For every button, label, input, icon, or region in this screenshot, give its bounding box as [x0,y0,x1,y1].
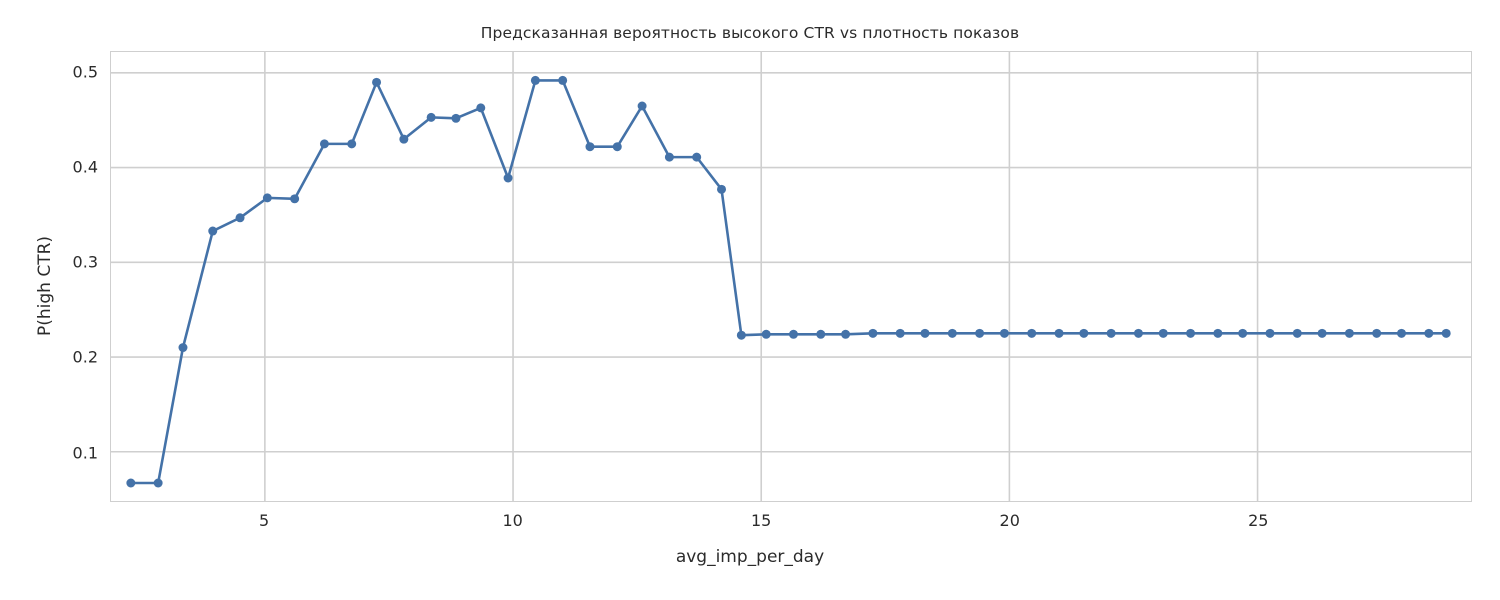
x-tick-label-3: 20 [999,511,1020,530]
data-point-marker [1397,328,1407,338]
data-point-marker [347,139,357,149]
x-tick-label-1: 10 [502,511,523,530]
data-point-marker [1158,328,1168,338]
data-point-marker [1106,328,1116,338]
data-point-marker [208,226,218,236]
data-point-marker [947,328,957,338]
data-point-marker [153,478,163,488]
data-point-marker [290,194,300,204]
plot-area [110,51,1472,502]
data-point-marker [1317,328,1327,338]
x-tick-label-0: 5 [259,511,270,530]
data-point-marker [451,113,461,123]
y-tick-label-1: 0.2 [72,347,98,367]
data-point-marker [736,330,746,340]
data-point-marker [788,329,798,339]
data-point-marker [717,184,727,194]
data-point-marker [1186,328,1196,338]
data-point-marker [399,134,409,144]
data-point-marker [1213,328,1223,338]
x-tick-label-4: 25 [1248,511,1269,530]
data-point-marker [1027,328,1037,338]
data-point-marker [612,142,622,152]
data-point-marker [1265,328,1275,338]
data-point-marker [1238,328,1248,338]
data-point-marker [126,478,136,488]
y-tick-label-4: 0.5 [72,62,98,82]
y-tick-label-2: 0.3 [72,252,98,272]
data-point-marker [868,328,878,338]
x-axis-label: avg_imp_per_day [675,547,825,567]
data-point-marker [476,103,486,113]
data-point-marker [503,173,513,183]
data-point-marker [319,139,329,149]
data-point-marker [1441,328,1451,338]
gridlines [111,52,1471,501]
data-point-marker [1344,328,1354,338]
data-point-marker [585,142,595,152]
data-point-marker [975,328,985,338]
data-point-marker [841,329,851,339]
y-tick-label-0: 0.1 [72,443,98,463]
data-point-marker [816,329,826,339]
data-point-marker [372,77,382,87]
data-point-marker [664,152,674,162]
data-point-marker [178,343,188,353]
data-point-marker [235,213,245,223]
data-point-marker [262,193,272,203]
data-point-marker [1054,328,1064,338]
chart-title: Предсказанная вероятность высокого CTR v… [480,24,1020,42]
data-point-marker [558,75,568,85]
data-point-marker [895,328,905,338]
series-line-0 [129,79,1448,485]
y-tick-label-3: 0.4 [72,157,98,177]
data-point-marker [920,328,930,338]
x-tick-label-2: 15 [750,511,772,530]
y-axis-label: P(high CTR) [35,235,55,337]
data-point-marker [1424,328,1434,338]
data-point-marker [761,329,771,339]
data-point-marker [692,152,702,162]
plot-svg [111,52,1471,501]
data-point-marker [426,112,436,122]
data-point-marker [1372,328,1382,338]
data-point-marker [530,75,540,85]
data-point-marker [1079,328,1089,338]
data-point-marker [1133,328,1143,338]
data-point-marker [1292,328,1302,338]
data-point-marker [999,328,1009,338]
data-series-layer [126,75,1451,488]
data-point-marker [637,101,647,111]
